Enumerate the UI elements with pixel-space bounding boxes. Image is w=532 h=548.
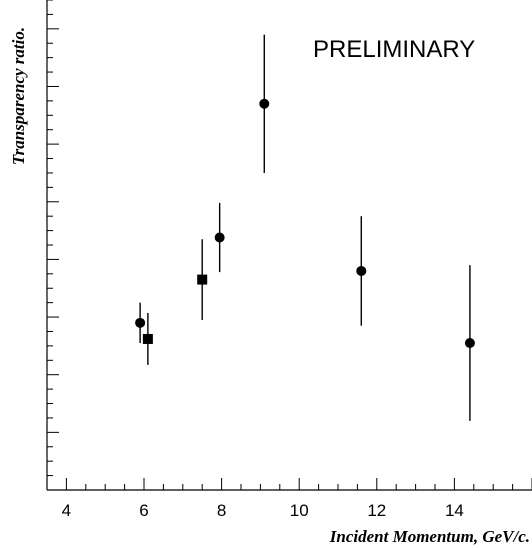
x-tick-label: 12: [367, 501, 386, 520]
data-point-circle: [214, 232, 225, 243]
data-point-circle: [135, 317, 146, 328]
data-point-circle: [259, 98, 270, 109]
data-point-circle: [356, 265, 367, 276]
x-tick-label: 4: [62, 501, 71, 520]
data-point-square: [142, 333, 153, 344]
x-tick-label: 6: [139, 501, 148, 520]
data-point-circle: [464, 338, 475, 348]
x-tick-label: 8: [217, 501, 226, 520]
x-tick-label: 10: [290, 501, 309, 520]
axes: 4 6 8 10 12 14: [46, 0, 532, 520]
x-tick-label: 14: [445, 501, 464, 520]
data-marks: [135, 34, 475, 421]
x-axis-label: Incident Momentum, GeV/c.: [329, 527, 530, 546]
data-point-square: [197, 274, 208, 285]
preliminary-annotation: PRELIMINARY: [313, 36, 475, 63]
y-axis-label: Transparency ratio.: [9, 27, 28, 165]
